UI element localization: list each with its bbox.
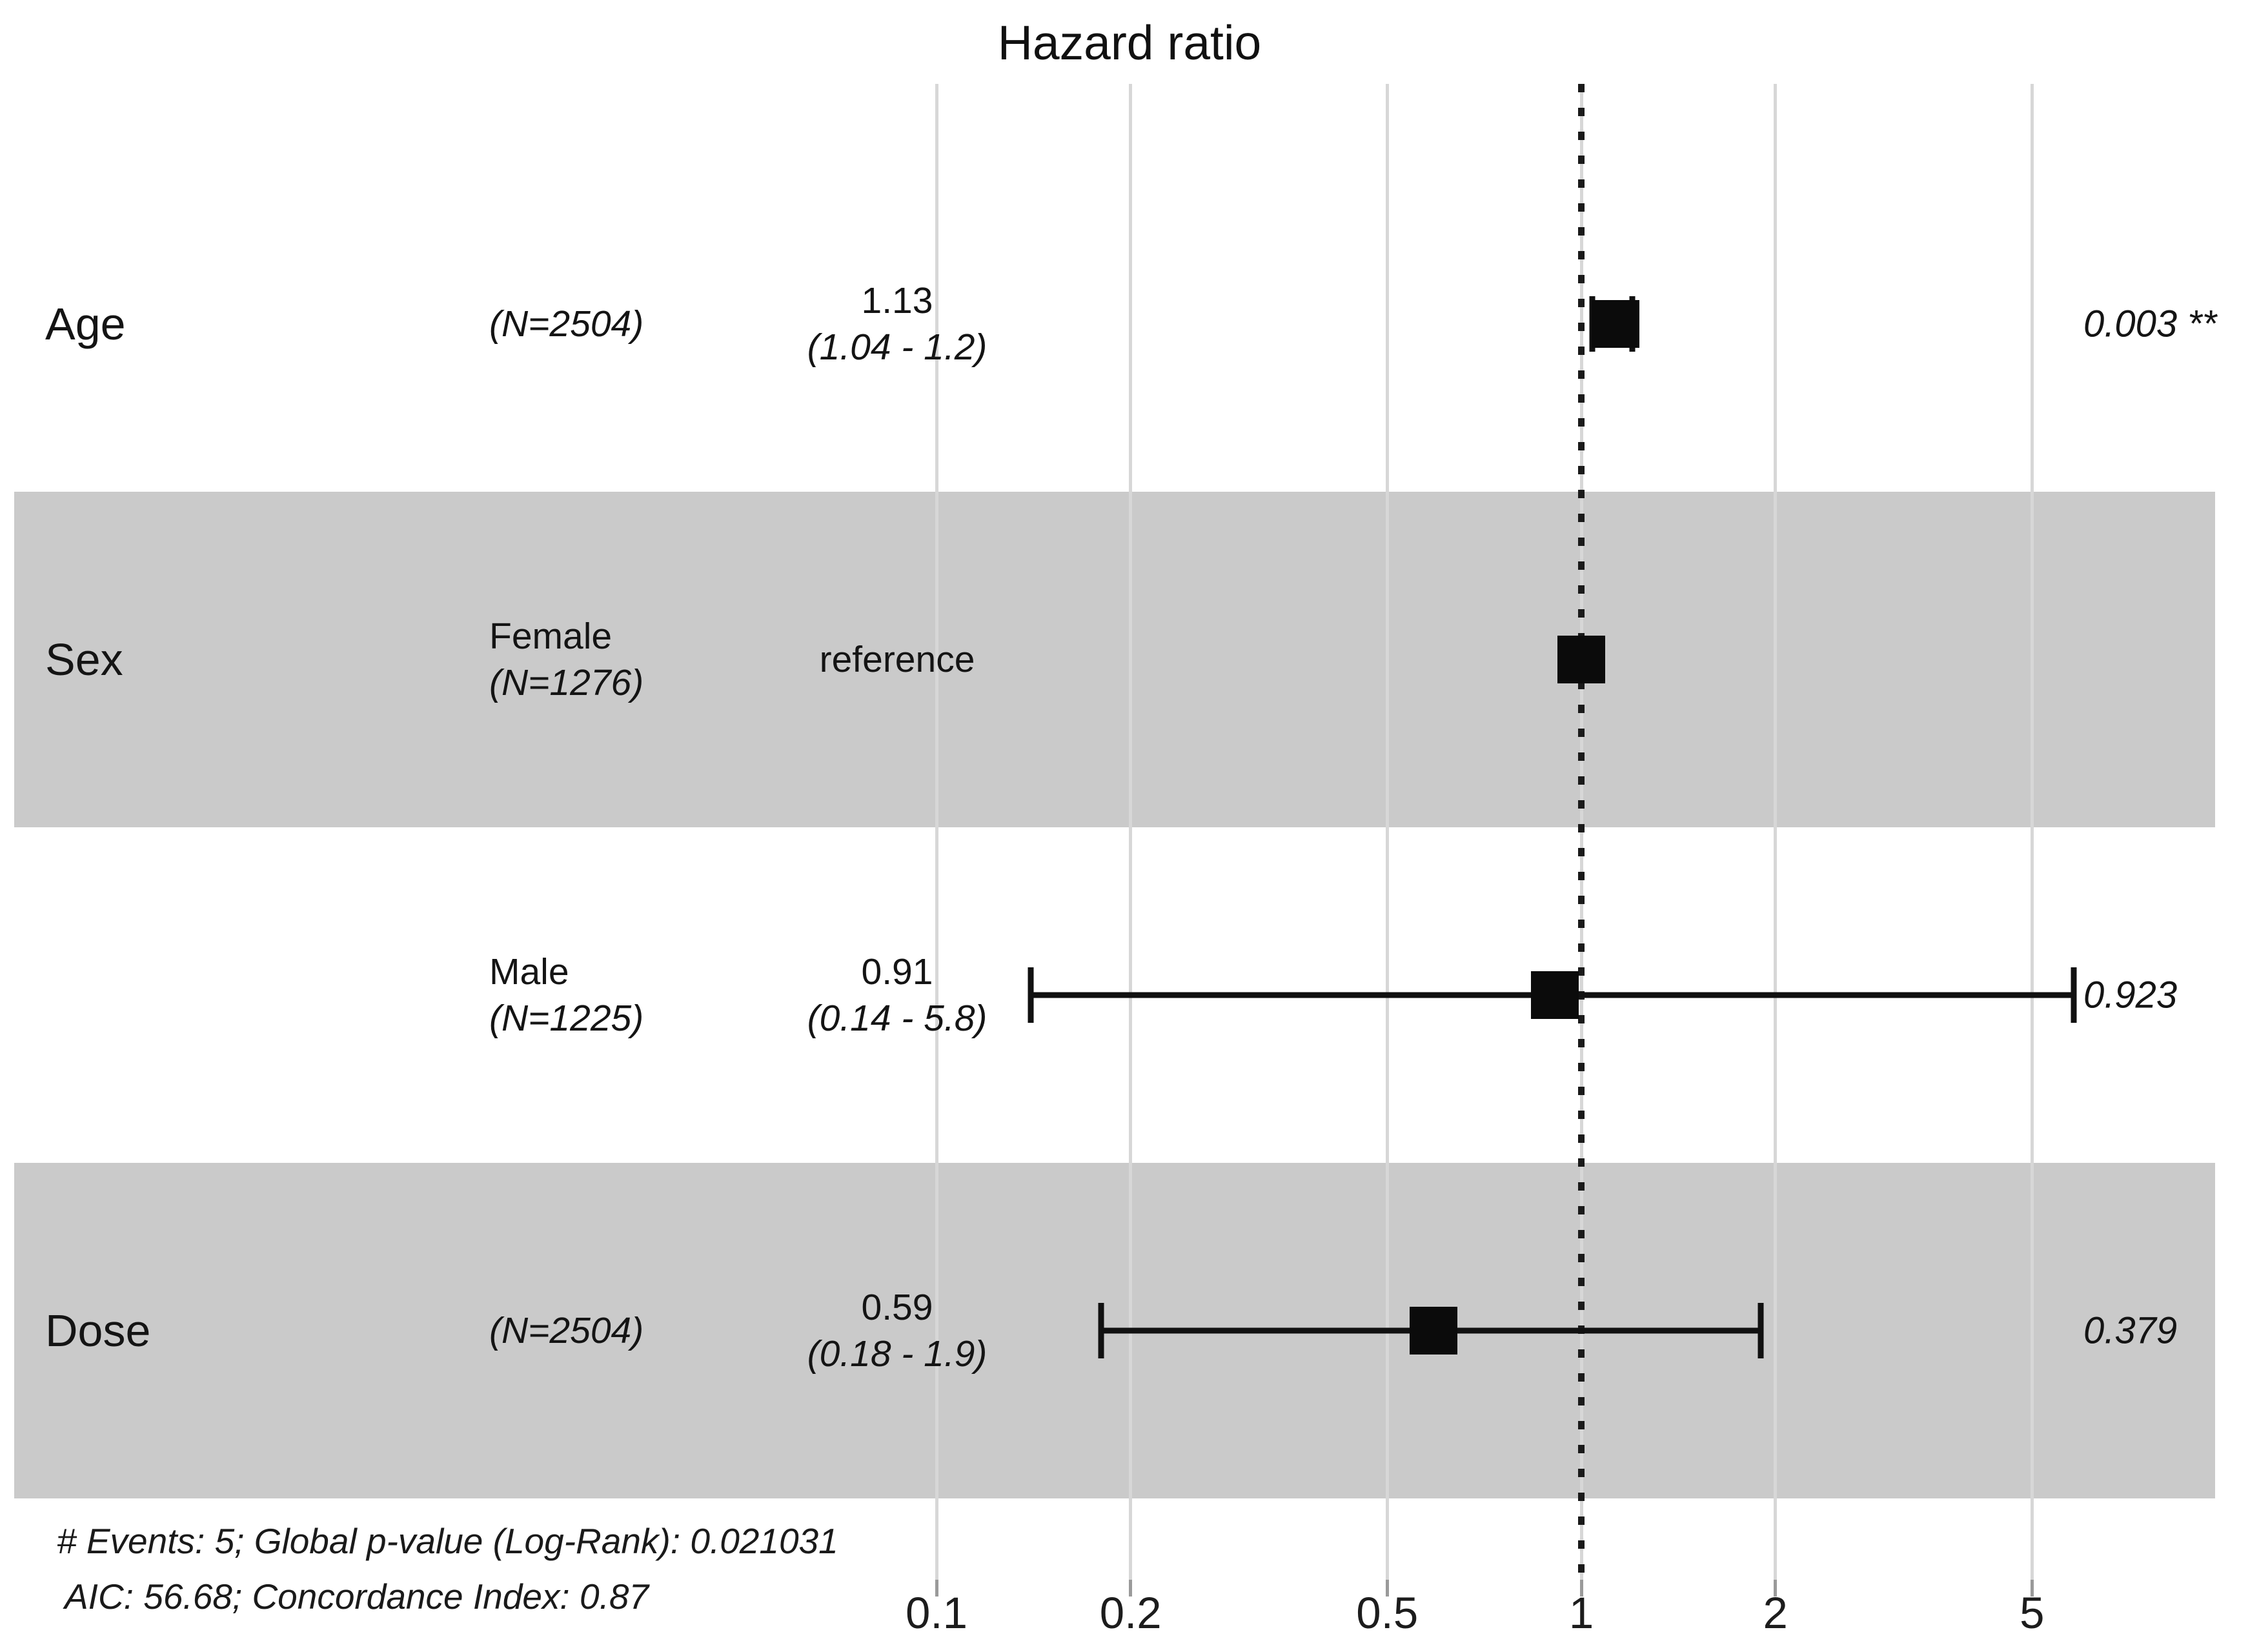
row-level-n-label: (N=2504) bbox=[489, 301, 643, 347]
x-tickmark bbox=[935, 1580, 938, 1597]
hr-estimate-value: reference bbox=[819, 639, 975, 680]
x-tick-label: 5 bbox=[2020, 1588, 2045, 1638]
x-gridline bbox=[2030, 84, 2034, 1580]
n-count-label: (N=2504) bbox=[489, 1310, 644, 1351]
row-level-n-label: Male (N=1225) bbox=[489, 949, 643, 1042]
x-tickmark bbox=[1385, 1580, 1389, 1597]
row-estimate-label: reference bbox=[704, 636, 1091, 683]
n-count-label: (N=1276) bbox=[489, 662, 644, 703]
row-variable-label: Age bbox=[45, 299, 126, 349]
ci-cap-low bbox=[1098, 1303, 1104, 1358]
row-level-n-label: (N=2504) bbox=[489, 1307, 643, 1354]
x-tickmark bbox=[2030, 1580, 2034, 1597]
row-variable-label: Dose bbox=[45, 1305, 151, 1356]
x-tickmark bbox=[1579, 1580, 1583, 1597]
row-p-value: 0.379 bbox=[2083, 1309, 2178, 1352]
footer-stats-line-2: AIC: 56.68; Concordance Index: 0.87 bbox=[65, 1576, 649, 1617]
hr-confidence-interval: (1.04 - 1.2) bbox=[807, 327, 988, 368]
x-tick-label: 1 bbox=[1568, 1588, 1594, 1638]
x-tickmark bbox=[1774, 1580, 1778, 1597]
hr-estimate-value: 0.91 bbox=[861, 951, 933, 992]
hr-marker-square bbox=[1410, 1307, 1458, 1355]
x-gridline bbox=[935, 84, 938, 1580]
hr-marker-square bbox=[1531, 971, 1579, 1019]
row-estimate-label: 0.91 (0.14 - 5.8) bbox=[704, 949, 1091, 1042]
hr-confidence-interval: (0.18 - 1.9) bbox=[807, 1333, 988, 1375]
hr-estimate-value: 0.59 bbox=[861, 1287, 933, 1328]
hr-estimate-value: 1.13 bbox=[861, 280, 933, 321]
row-estimate-label: 1.13 (1.04 - 1.2) bbox=[704, 277, 1091, 370]
x-tick-label: 0.2 bbox=[1099, 1588, 1162, 1638]
x-tickmark bbox=[1129, 1580, 1133, 1597]
x-gridline bbox=[1385, 84, 1389, 1580]
row-level-n-label: Female (N=1276) bbox=[489, 613, 643, 706]
x-gridline bbox=[1129, 84, 1133, 1580]
n-count-label: (N=2504) bbox=[489, 303, 644, 345]
reference-line-hr1 bbox=[1578, 84, 1585, 1580]
ci-cap-high bbox=[1758, 1303, 1764, 1358]
ci-cap-low bbox=[1028, 967, 1034, 1023]
n-count-label: (N=1225) bbox=[489, 998, 644, 1039]
row-p-value: 0.003 ** bbox=[2083, 303, 2217, 345]
row-p-value: 0.923 bbox=[2083, 974, 2178, 1016]
x-gridline bbox=[1774, 84, 1778, 1580]
x-tick-label: 0.5 bbox=[1356, 1588, 1419, 1638]
row-estimate-label: 0.59 (0.18 - 1.9) bbox=[704, 1284, 1091, 1377]
hr-confidence-interval: (0.14 - 5.8) bbox=[807, 998, 988, 1039]
ci-cap-high bbox=[2071, 967, 2077, 1023]
x-tick-label: 0.1 bbox=[906, 1588, 967, 1638]
x-tick-label: 2 bbox=[1763, 1588, 1788, 1638]
row-stripe-band bbox=[14, 492, 2215, 827]
reference-marker-square bbox=[1557, 636, 1605, 683]
level-name: Male bbox=[489, 951, 569, 992]
footer-stats-line-1: # Events: 5; Global p-value (Log-Rank): … bbox=[57, 1521, 838, 1561]
row-variable-label: Sex bbox=[45, 634, 123, 685]
chart-title: Hazard ratio bbox=[997, 15, 1262, 70]
hr-marker-square bbox=[1592, 300, 1640, 348]
level-name: Female bbox=[489, 616, 613, 657]
